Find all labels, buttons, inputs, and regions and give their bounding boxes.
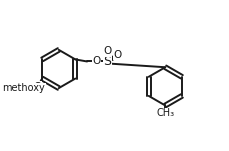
Text: O: O [92, 56, 100, 66]
Text: O: O [104, 46, 112, 56]
Text: CH₃: CH₃ [156, 108, 174, 118]
Text: methoxy: methoxy [3, 83, 45, 93]
Text: O: O [33, 82, 41, 92]
Text: O: O [114, 50, 122, 60]
Text: S: S [104, 55, 112, 68]
